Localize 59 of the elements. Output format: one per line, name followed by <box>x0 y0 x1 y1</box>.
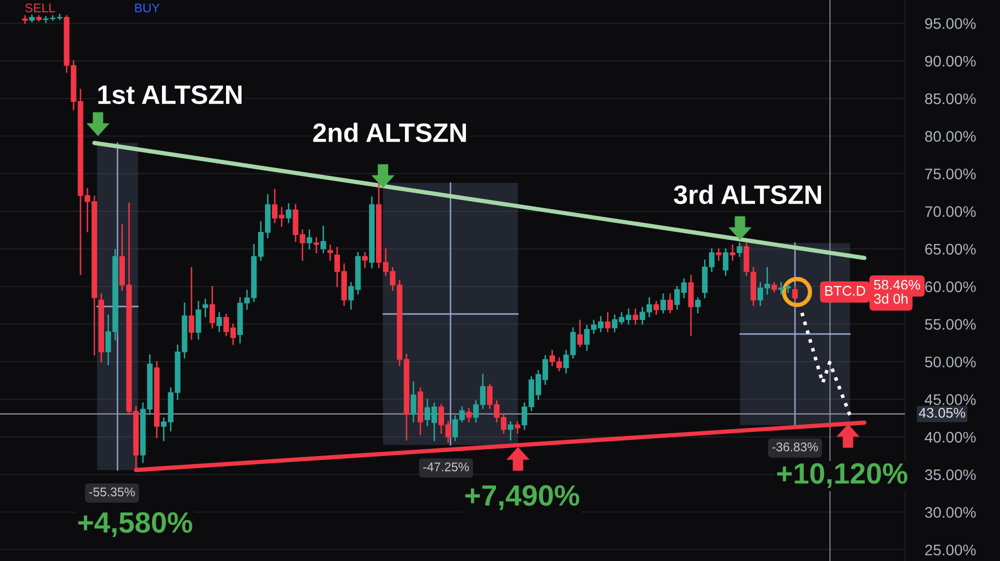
candlestick <box>327 244 334 261</box>
candlestick <box>202 298 208 318</box>
candlestick <box>632 308 638 325</box>
annotation: BTC.D <box>825 286 866 296</box>
candlestick <box>508 421 514 441</box>
candlestick <box>653 300 660 316</box>
annotation: -47.25% <box>423 462 469 472</box>
candlestick <box>716 248 722 261</box>
candlestick <box>210 286 216 329</box>
candlestick <box>577 320 583 348</box>
text: 58.46% <box>874 280 920 290</box>
candlestick <box>667 293 673 314</box>
y-tick-label: 55.00% <box>925 318 976 330</box>
candlestick <box>736 242 742 258</box>
y-tick-label: 25.00% <box>925 544 976 556</box>
y-tick-label: 60.00% <box>925 281 976 292</box>
candlestick <box>306 229 312 250</box>
y-tick-label: 85.00% <box>925 93 976 104</box>
candlestick <box>514 421 520 434</box>
candlestick <box>730 244 736 261</box>
candlestick <box>216 312 222 332</box>
candlestick <box>792 286 798 302</box>
annotation: +7,490% <box>465 485 580 510</box>
candlestick <box>771 282 777 292</box>
candlestick <box>196 300 202 340</box>
y-tick-label: 80.00% <box>925 130 976 142</box>
y-tick-label: 75.00% <box>925 168 976 180</box>
annotation: +10,120% <box>777 463 908 488</box>
candlestick <box>188 267 194 340</box>
y-tick-label: 65.00% <box>925 244 976 255</box>
candlestick <box>410 381 416 423</box>
annotation: +4,580% <box>78 512 192 538</box>
candlestick <box>320 226 326 254</box>
annotation: 2nd ALTSZN <box>313 122 466 142</box>
y-tick-label: 40.00% <box>924 432 976 443</box>
y-tick-label: 50.00% <box>925 356 976 368</box>
ref-line-label: 43.05% <box>918 408 966 418</box>
annotation: BUY <box>135 4 160 12</box>
y-tick-label: 30.00% <box>925 506 976 518</box>
y-tick-label: 95.00% <box>925 18 976 29</box>
candlestick <box>695 297 701 314</box>
y-tick-label: 70.00% <box>925 206 976 217</box>
annotation: -55.35% <box>89 488 135 496</box>
y-tick-label: 90.00% <box>925 56 976 67</box>
annotation: 3rd ALTSZN <box>674 184 821 204</box>
candlestick <box>466 408 472 423</box>
annotation: SELL <box>25 4 55 12</box>
annotation: 1st ALTSZN <box>98 85 242 104</box>
candlestick <box>286 203 292 224</box>
y-tick-label: 45.00% <box>924 394 976 406</box>
candlestick <box>314 236 320 254</box>
candlestick <box>362 252 368 268</box>
y-tick-label: 35.00% <box>925 469 976 480</box>
annotation: -36.83% <box>772 442 818 452</box>
text: 3d 0h <box>874 294 908 304</box>
candlestick <box>604 312 610 332</box>
candlestick <box>722 248 728 276</box>
line-series <box>800 311 852 418</box>
candlestick <box>660 293 666 314</box>
